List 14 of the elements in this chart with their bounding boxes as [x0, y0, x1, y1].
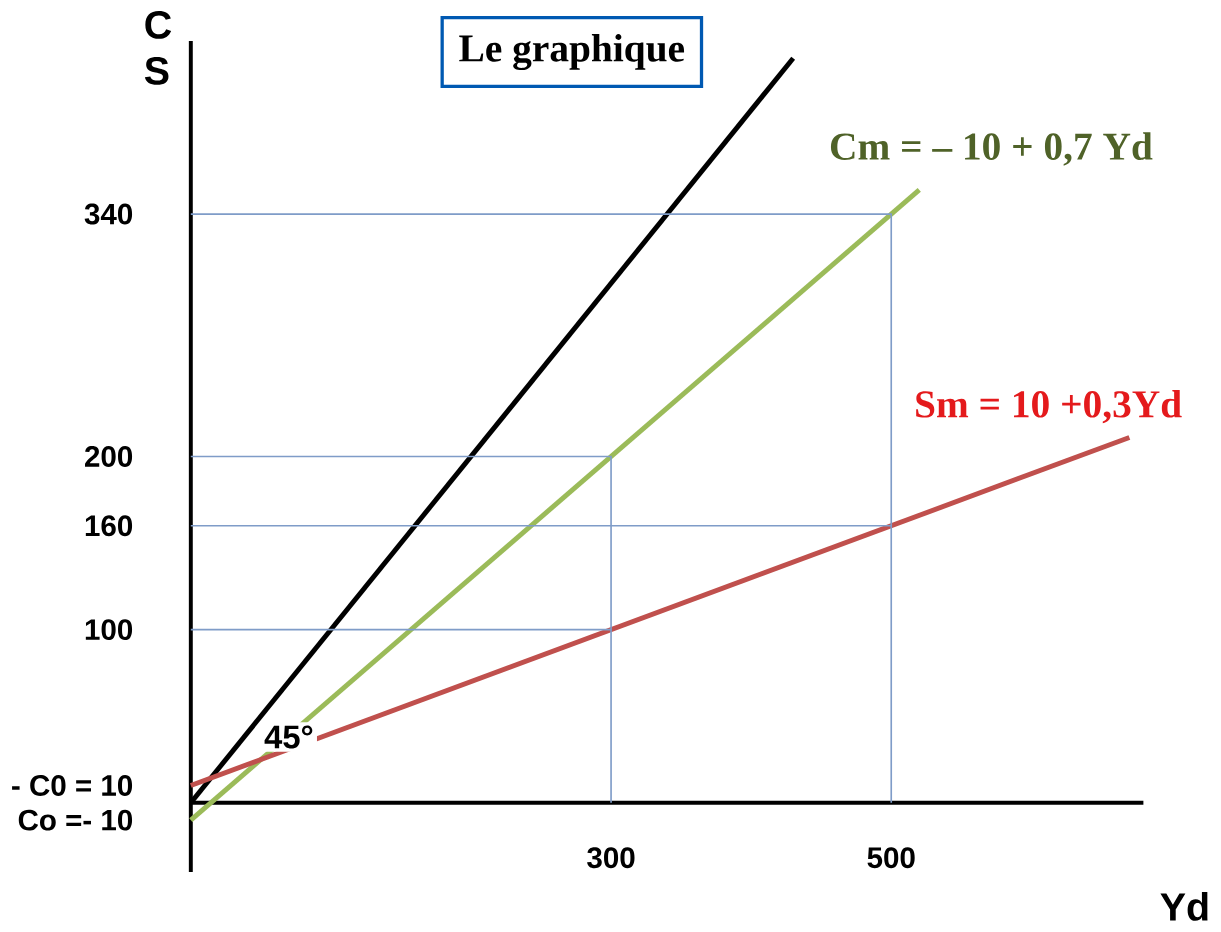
annotation: Cm = – 10 + 0,7 Yd	[830, 132, 1153, 166]
y-tick-label: 200	[85, 446, 133, 468]
annotation: 45°	[264, 725, 313, 749]
y-axis-title: C S	[144, 11, 172, 85]
y-tick-label: 340	[84, 203, 133, 225]
x-axis-title: Yd	[1160, 892, 1208, 921]
annotation: Sm = 10 +0,3Yd	[916, 389, 1182, 424]
chart-title: Le graphique	[459, 34, 685, 71]
y-tick-label: 160	[85, 515, 133, 537]
x-tick-label: 500	[867, 847, 915, 869]
y-tick-label: Co =- 10	[18, 809, 133, 831]
y-tick-label: 100	[85, 619, 133, 641]
y-tick-label: - C0 = 10	[12, 775, 133, 797]
x-tick-label: 300	[587, 847, 635, 869]
